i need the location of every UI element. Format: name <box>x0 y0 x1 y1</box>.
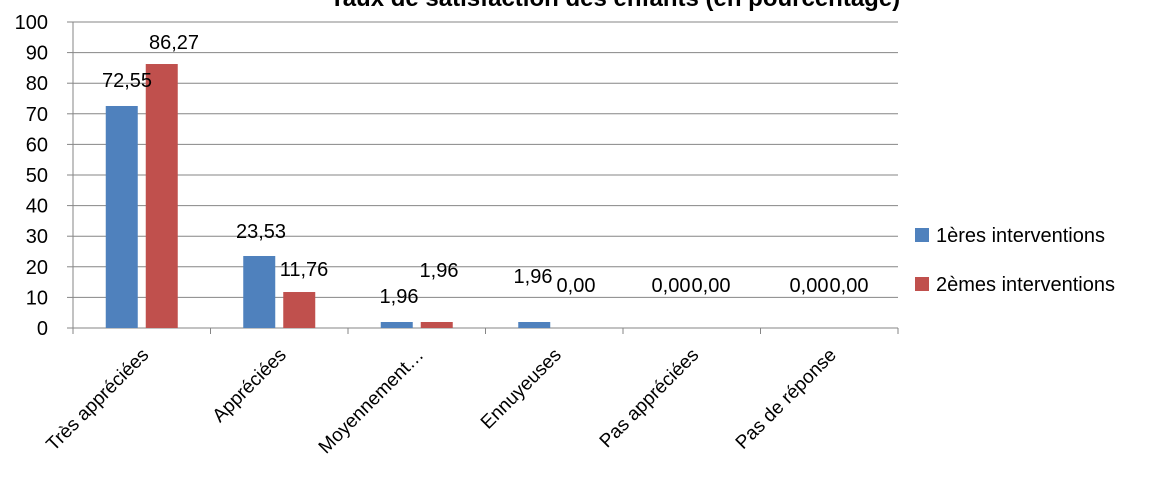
data-label: 72,55 <box>102 70 152 92</box>
x-tick-label: Très appréciées <box>43 345 154 456</box>
bar <box>421 322 453 328</box>
y-tick-label: 30 <box>26 226 48 248</box>
chart-title: Taux de satisfaction des enfants (en pou… <box>330 0 900 12</box>
y-tick-label: 20 <box>26 257 48 279</box>
y-tick-label: 70 <box>26 104 48 126</box>
data-label: 0,00 <box>830 275 869 297</box>
data-label: 1,96 <box>420 260 459 282</box>
y-tick-label: 60 <box>26 134 48 156</box>
data-label: 23,53 <box>236 221 286 243</box>
bar <box>146 64 178 328</box>
bar <box>106 106 138 328</box>
y-tick-label: 10 <box>26 287 48 309</box>
data-label: 0,00 <box>652 275 691 297</box>
x-tick-label: Moyennement… <box>315 345 428 458</box>
y-tick-label: 50 <box>26 165 48 187</box>
data-label: 1,96 <box>380 286 419 308</box>
x-tick-label: Pas appréciées <box>596 345 703 452</box>
y-tick-label: 0 <box>37 318 48 340</box>
data-label: 0,00 <box>790 275 829 297</box>
legend: 1ères interventions 2èmes interventions <box>915 225 1115 296</box>
y-tick-label: 100 <box>15 12 48 34</box>
y-tick-label: 80 <box>26 73 48 95</box>
bar <box>283 292 315 328</box>
bars <box>106 64 551 328</box>
y-tick-label: 40 <box>26 196 48 218</box>
legend-label: 2èmes interventions <box>936 274 1115 296</box>
legend-label: 1ères interventions <box>936 225 1105 247</box>
data-label: 1,96 <box>514 266 553 288</box>
x-tick-label: Appréciées <box>209 345 291 427</box>
legend-swatch <box>915 277 929 291</box>
y-tick-label: 90 <box>26 43 48 65</box>
bar <box>243 256 275 328</box>
gridlines <box>73 22 898 297</box>
data-label: 0,00 <box>692 275 731 297</box>
x-tick-label: Pas de réponse <box>732 345 841 454</box>
data-label: 0,00 <box>557 275 596 297</box>
x-axis: Très appréciées Appréciées Moyennement… Enn… <box>43 328 898 458</box>
x-tick-label: Ennuyeuses <box>477 345 566 434</box>
data-label: 11,76 <box>280 259 329 281</box>
bar <box>518 322 550 328</box>
y-axis: 0 10 20 30 40 50 60 70 80 90 100 <box>15 12 73 340</box>
bar <box>381 322 413 328</box>
data-label: 86,27 <box>149 32 199 54</box>
legend-swatch <box>915 228 929 242</box>
